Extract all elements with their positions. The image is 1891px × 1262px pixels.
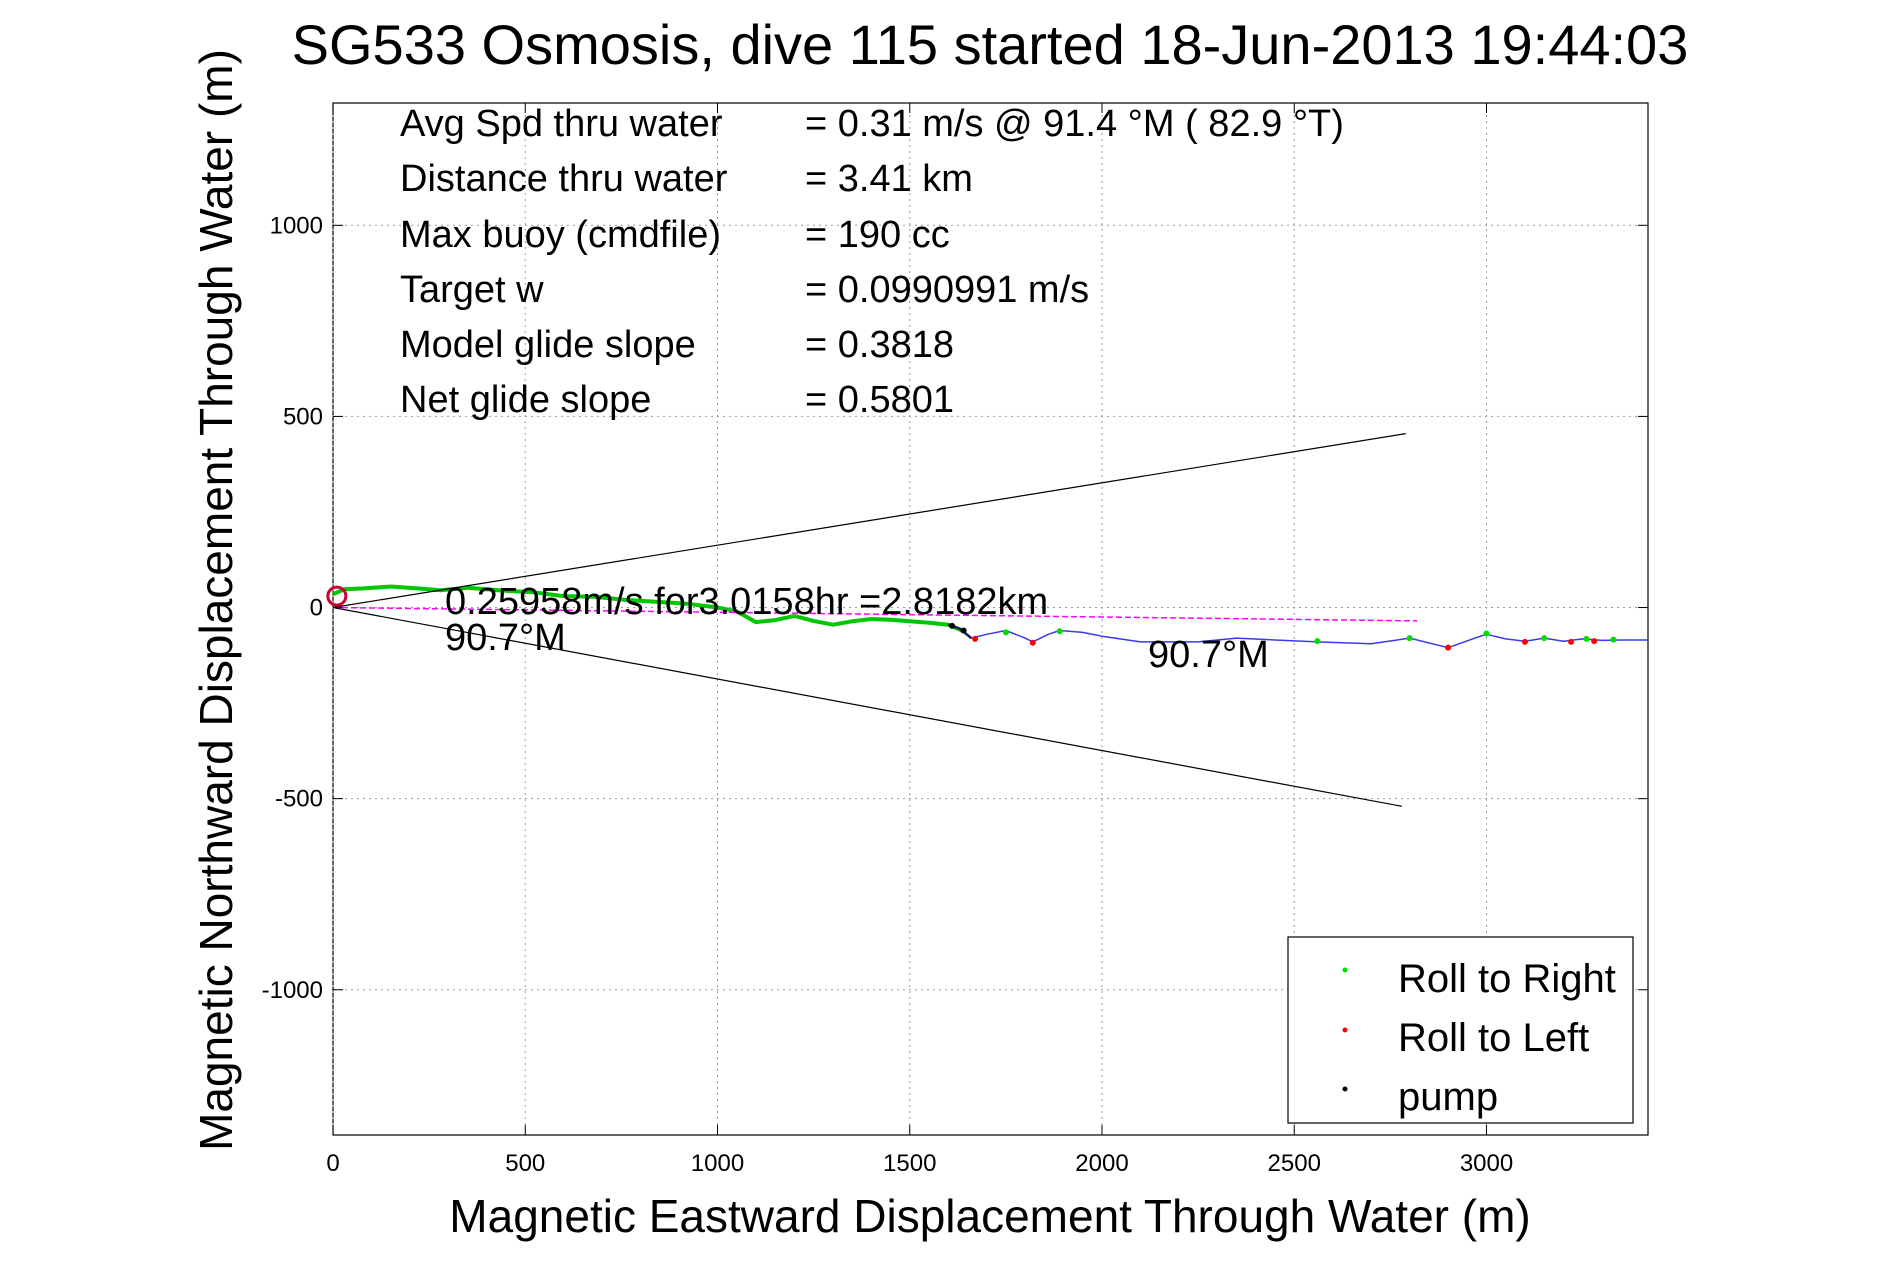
stat-value: = 0.0990991 m/s bbox=[805, 269, 1089, 311]
roll-to-left-point bbox=[1445, 644, 1452, 651]
stat-label: Avg Spd thru water bbox=[400, 103, 723, 145]
x-tick-label: 2000 bbox=[1075, 1150, 1128, 1177]
plot-series bbox=[326, 433, 1648, 807]
roll-to-right-point bbox=[1314, 638, 1321, 645]
heading-start-annotation: 90.7°M bbox=[445, 617, 566, 659]
stat-value: = 0.31 m/s @ 91.4 °M ( 82.9 °T) bbox=[805, 103, 1344, 145]
roll-to-right-point bbox=[1056, 628, 1063, 635]
drift-annotation: 0.25958m/s for3.0158hr =2.8182km bbox=[445, 581, 1048, 623]
stat-label: Distance thru water bbox=[400, 158, 728, 200]
dive-start-marker bbox=[326, 585, 348, 607]
roll-to-right-point bbox=[1483, 630, 1490, 637]
annotations: 0.25958m/s for3.0158hr =2.8182km 90.7°M … bbox=[445, 581, 1269, 676]
axis-ticks: 0 500 1000 1500 2000 2500 3000 1000 500 0 -500 -100… bbox=[262, 103, 1648, 1177]
drift-line-line bbox=[332, 606, 1418, 622]
roll-to-left-point bbox=[1568, 638, 1575, 645]
roll-to-left-point bbox=[1591, 638, 1598, 645]
roll-to-right-point bbox=[1583, 635, 1590, 642]
roll-to-right-point bbox=[1002, 629, 1009, 636]
roll-to-right-point bbox=[1406, 635, 1413, 642]
roll-to-left-point bbox=[972, 635, 979, 642]
y-axis-label: Magnetic Northward Displacement Through … bbox=[190, 49, 242, 1151]
roll-to-right-point bbox=[1610, 636, 1617, 643]
x-tick-label: 500 bbox=[505, 1150, 545, 1177]
stat-label: Target w bbox=[400, 269, 544, 311]
legend-marker-roll-right bbox=[1342, 967, 1348, 973]
stat-label: Max buoy (cmdfile) bbox=[400, 214, 721, 256]
y-tick-label: 1000 bbox=[270, 212, 323, 239]
legend-label: Roll to Left bbox=[1398, 1016, 1589, 1060]
stat-value: = 3.41 km bbox=[805, 158, 973, 200]
y-tick-label: 0 bbox=[310, 595, 323, 622]
stats-block: Avg Spd thru water = 0.31 m/s @ 91.4 °M … bbox=[400, 103, 1344, 421]
heading-end-annotation: 90.7°M bbox=[1148, 634, 1269, 676]
y-tick-label: -1000 bbox=[262, 977, 323, 1004]
roll-to-left-point bbox=[1521, 638, 1528, 645]
envelope-upper-line bbox=[332, 433, 1406, 609]
x-tick-label: 0 bbox=[326, 1150, 339, 1177]
y-tick-label: -500 bbox=[275, 786, 323, 813]
pump-point bbox=[949, 622, 956, 629]
stat-value: = 190 cc bbox=[805, 214, 950, 256]
legend-label: pump bbox=[1398, 1075, 1498, 1119]
legend-marker-roll-left bbox=[1342, 1027, 1348, 1033]
x-tick-label: 2500 bbox=[1268, 1150, 1321, 1177]
stat-label: Net glide slope bbox=[400, 379, 651, 421]
pump-point bbox=[960, 627, 967, 634]
legend-label: Roll to Right bbox=[1398, 957, 1616, 1001]
envelope-lower-line bbox=[332, 606, 1403, 807]
roll-to-right-point bbox=[1541, 635, 1548, 642]
stat-value: = 0.5801 bbox=[805, 379, 954, 421]
glide-track-dive-line bbox=[332, 584, 965, 634]
x-tick-label: 3000 bbox=[1460, 1150, 1513, 1177]
stat-value: = 0.3818 bbox=[805, 324, 954, 366]
x-tick-label: 1000 bbox=[691, 1150, 744, 1177]
legend-marker-pump bbox=[1342, 1086, 1348, 1092]
x-axis-label: Magnetic Eastward Displacement Through W… bbox=[449, 1190, 1530, 1242]
chart-title: SG533 Osmosis, dive 115 started 18-Jun-2… bbox=[292, 13, 1689, 76]
stat-label: Model glide slope bbox=[400, 324, 696, 366]
y-tick-label: 500 bbox=[283, 403, 323, 430]
roll-to-left-point bbox=[1029, 639, 1036, 646]
legend: Roll to Right Roll to Left pump bbox=[1287, 936, 1634, 1124]
x-tick-label: 1500 bbox=[883, 1150, 936, 1177]
